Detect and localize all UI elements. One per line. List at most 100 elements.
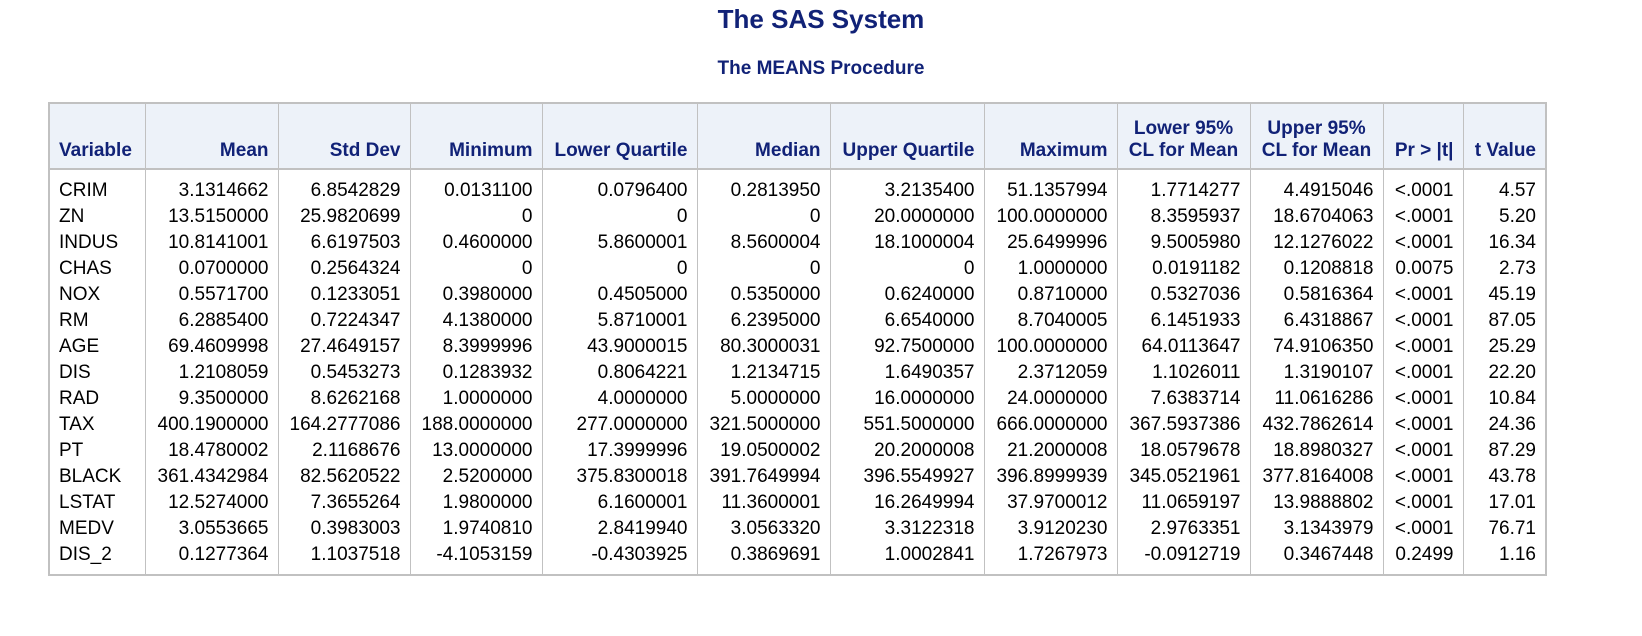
table-row: NOX 0.5571700 0.1233051 0.3980000 0.4505000 0…: [48, 282, 1547, 308]
cell-maximum: 51.1357994: [983, 169, 1118, 204]
cell-t-value: 22.20: [1462, 360, 1547, 386]
cell-t-value: 4.57: [1462, 169, 1547, 204]
cell-lower-cl: 1.1026011: [1116, 360, 1251, 386]
cell-maximum: 24.0000000: [983, 386, 1118, 412]
cell-std-dev: 6.8542829: [277, 169, 411, 204]
cell-maximum: 25.6499996: [983, 230, 1118, 256]
cell-std-dev: 0.3983003: [277, 516, 411, 542]
cell-mean: 1.2108059: [144, 360, 279, 386]
cell-maximum: 8.7040005: [983, 308, 1118, 334]
cell-variable: RM: [48, 308, 146, 334]
cell-median: 3.0563320: [696, 516, 831, 542]
cell-upper-cl: 12.1276022: [1249, 230, 1384, 256]
cell-lower-cl: 0.5327036: [1116, 282, 1251, 308]
cell-lower-cl: 2.9763351: [1116, 516, 1251, 542]
cell-std-dev: 0.7224347: [277, 308, 411, 334]
cell-mean: 361.4342984: [144, 464, 279, 490]
cell-upper-cl: 1.3190107: [1249, 360, 1384, 386]
cell-upper-quartile: 396.5549927: [829, 464, 985, 490]
header-std-dev: Std Dev: [277, 102, 411, 170]
cell-median: 1.2134715: [696, 360, 831, 386]
table-row: INDUS 10.8141001 6.6197503 0.4600000 5.86000…: [48, 230, 1547, 256]
cell-minimum: 0: [409, 204, 543, 230]
header-lower-cl: Lower 95% CL for Mean: [1116, 102, 1251, 170]
cell-median: 8.5600004: [696, 230, 831, 256]
table-header: Variable Mean Std Dev Minimum Lower Quar…: [48, 102, 1547, 170]
cell-t-value: 2.73: [1462, 256, 1547, 282]
cell-t-value: 87.29: [1462, 438, 1547, 464]
cell-upper-quartile: 3.3122318: [829, 516, 985, 542]
cell-std-dev: 0.2564324: [277, 256, 411, 282]
cell-variable: AGE: [48, 334, 146, 360]
cell-t-value: 1.16: [1462, 542, 1547, 575]
cell-mean: 3.1314662: [144, 169, 279, 204]
header-mean: Mean: [144, 102, 279, 170]
table-row: TAX 400.1900000 164.2777086 188.0000000 277.…: [48, 412, 1547, 438]
header-variable: Variable: [48, 102, 146, 170]
cell-lower-cl: 345.0521961: [1116, 464, 1251, 490]
cell-upper-quartile: 551.5000000: [829, 412, 985, 438]
cell-maximum: 0.8710000: [983, 282, 1118, 308]
cell-pr-t: <.0001: [1382, 169, 1464, 204]
cell-t-value: 25.29: [1462, 334, 1547, 360]
cell-upper-quartile: 16.2649994: [829, 490, 985, 516]
cell-pr-t: 0.0075: [1382, 256, 1464, 282]
cell-variable: RAD: [48, 386, 146, 412]
header-upper-cl: Upper 95% CL for Mean: [1249, 102, 1384, 170]
table-row: PT 18.4780002 2.1168676 13.0000000 17.399999…: [48, 438, 1547, 464]
cell-lower-cl: 0.0191182: [1116, 256, 1251, 282]
cell-pr-t: <.0001: [1382, 464, 1464, 490]
cell-t-value: 5.20: [1462, 204, 1547, 230]
cell-upper-cl: 0.3467448: [1249, 542, 1384, 575]
cell-minimum: 1.9800000: [409, 490, 543, 516]
cell-lower-quartile: 0.8064221: [541, 360, 698, 386]
cell-maximum: 666.0000000: [983, 412, 1118, 438]
header-minimum: Minimum: [409, 102, 543, 170]
cell-upper-quartile: 0.6240000: [829, 282, 985, 308]
cell-median: 0.2813950: [696, 169, 831, 204]
cell-variable: DIS: [48, 360, 146, 386]
cell-maximum: 21.2000008: [983, 438, 1118, 464]
cell-lower-quartile: 5.8710001: [541, 308, 698, 334]
cell-variable: BLACK: [48, 464, 146, 490]
cell-median: 11.3600001: [696, 490, 831, 516]
cell-variable: CRIM: [48, 169, 146, 204]
cell-t-value: 87.05: [1462, 308, 1547, 334]
cell-minimum: 8.3999996: [409, 334, 543, 360]
cell-lower-quartile: 0.0796400: [541, 169, 698, 204]
cell-minimum: -4.1053159: [409, 542, 543, 575]
cell-std-dev: 6.6197503: [277, 230, 411, 256]
header-t-value: t Value: [1462, 102, 1547, 170]
cell-median: 0: [696, 256, 831, 282]
cell-std-dev: 0.1233051: [277, 282, 411, 308]
cell-lower-quartile: 43.9000015: [541, 334, 698, 360]
cell-minimum: 1.0000000: [409, 386, 543, 412]
cell-t-value: 16.34: [1462, 230, 1547, 256]
header-upper-cl-line2: CL for Mean: [1261, 140, 1372, 161]
header-lower-cl-line1: Lower 95%: [1133, 118, 1234, 139]
cell-upper-cl: 18.6704063: [1249, 204, 1384, 230]
cell-maximum: 2.3712059: [983, 360, 1118, 386]
cell-t-value: 17.01: [1462, 490, 1547, 516]
cell-t-value: 24.36: [1462, 412, 1547, 438]
header-upper-cl-line1: Upper 95%: [1267, 118, 1366, 139]
table-row: CRIM 3.1314662 6.8542829 0.0131100 0.0796400…: [48, 169, 1547, 204]
cell-upper-quartile: 18.1000004: [829, 230, 985, 256]
table-row: BLACK 361.4342984 82.5620522 2.5200000 375.8…: [48, 464, 1547, 490]
cell-std-dev: 8.6262168: [277, 386, 411, 412]
cell-median: 0.5350000: [696, 282, 831, 308]
cell-pr-t: <.0001: [1382, 308, 1464, 334]
cell-minimum: 13.0000000: [409, 438, 543, 464]
cell-pr-t: <.0001: [1382, 334, 1464, 360]
cell-upper-cl: 74.9106350: [1249, 334, 1384, 360]
header-maximum: Maximum: [983, 102, 1118, 170]
cell-mean: 0.1277364: [144, 542, 279, 575]
cell-mean: 13.5150000: [144, 204, 279, 230]
cell-lower-quartile: 0.4505000: [541, 282, 698, 308]
cell-std-dev: 7.3655264: [277, 490, 411, 516]
cell-lower-cl: 11.0659197: [1116, 490, 1251, 516]
cell-minimum: 2.5200000: [409, 464, 543, 490]
cell-lower-quartile: 6.1600001: [541, 490, 698, 516]
table-row: RAD 9.3500000 8.6262168 1.0000000 4.0000000 5…: [48, 386, 1547, 412]
table-row: LSTAT 12.5274000 7.3655264 1.9800000 6.16000…: [48, 490, 1547, 516]
